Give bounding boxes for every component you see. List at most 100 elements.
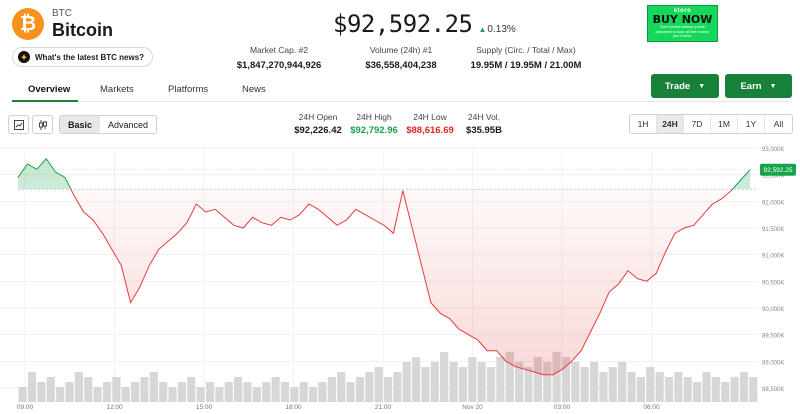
volume-bar: [252, 387, 261, 402]
volume-bar: [693, 382, 702, 402]
btc-news-label: What's the latest BTC news?: [35, 52, 145, 62]
y-tick-label: 92,000K: [762, 200, 784, 206]
etoro-ad-banner[interactable]: etoro BUY NOW Don't invest unless you're…: [647, 5, 718, 42]
range-7d[interactable]: 7D: [684, 115, 711, 133]
volume-bar: [683, 377, 692, 402]
y-tick-label: 90,000K: [762, 307, 784, 313]
ohlc-value: $88,616.69: [406, 125, 454, 136]
coin-header: ₿ BTC Bitcoin: [12, 6, 113, 42]
earn-button[interactable]: Earn ▼: [725, 74, 792, 98]
volume-bar: [131, 382, 140, 402]
volume-bar: [468, 357, 477, 402]
volume-bar: [599, 372, 608, 402]
volume-bar: [243, 382, 252, 402]
volume-bar: [440, 352, 449, 402]
range-1m[interactable]: 1M: [711, 115, 738, 133]
volume-bar: [196, 387, 205, 402]
x-tick-label: Nov 20: [462, 404, 483, 411]
volume-bar: [121, 387, 130, 402]
stat-market-cap: Market Cap. #2 $1,847,270,944,926: [232, 45, 326, 71]
volume-bar: [327, 377, 336, 402]
mode-advanced-button[interactable]: Advanced: [108, 119, 149, 130]
volume-bar: [159, 382, 168, 402]
stat-label: Market Cap. #2: [249, 45, 309, 55]
y-tick-label: 88,500K: [762, 387, 784, 393]
volume-bar: [355, 377, 364, 402]
x-tick-label: 12:00: [106, 404, 123, 411]
range-1h[interactable]: 1H: [630, 115, 657, 133]
tab-platforms[interactable]: Platforms: [168, 84, 209, 95]
volume-bar: [524, 367, 533, 402]
current-price-badge: [760, 163, 796, 176]
candlestick-icon: [38, 119, 47, 130]
mode-basic-button[interactable]: Basic: [60, 116, 101, 133]
ohlc-value: $92,226.42: [294, 125, 342, 136]
volume-bar: [18, 387, 27, 402]
ad-brand: etoro: [673, 8, 692, 14]
volume-bar: [308, 387, 318, 402]
volume-bar: [383, 377, 393, 402]
x-axis: 09:00 12:00 15:00 18:00 21:00 Nov 20 03:00 06:0…: [17, 404, 660, 411]
ohlc-label: 24H Open: [298, 112, 338, 122]
volume-bar: [346, 382, 355, 402]
y-tick-label: 91,500K: [762, 227, 784, 233]
tab-markets[interactable]: Markets: [100, 84, 134, 95]
range-24h[interactable]: 24H: [657, 115, 684, 133]
volume-bar: [46, 377, 55, 402]
volume-bar: [721, 382, 730, 402]
ohlc-label: 24H Low: [413, 112, 447, 122]
volume-bar: [430, 362, 439, 402]
volume-bar: [393, 372, 402, 402]
volume-bar: [299, 382, 308, 402]
range-all[interactable]: All: [773, 119, 784, 129]
volume-bar: [140, 377, 149, 402]
area-below-open: [18, 189, 750, 375]
x-tick-label: 03:00: [554, 404, 571, 411]
price-chart[interactable]: 93,000K 92,500K 92,000K 91,500K 91,000K 90,50…: [0, 140, 800, 414]
range-1y[interactable]: 1Y: [738, 115, 765, 133]
volume-bar: [505, 352, 514, 402]
trade-button[interactable]: Trade ▼: [651, 74, 719, 98]
price-area: [18, 158, 758, 375]
stat-value: $36,558,404,238: [365, 60, 437, 71]
ohlc-label: 24H High: [356, 112, 392, 122]
volume-bar: [84, 377, 93, 402]
volume-bar: [412, 357, 421, 402]
volume-bar: [655, 372, 664, 402]
ohlc-high: 24H High $92,792.96: [346, 112, 402, 136]
caret-down-icon: ▼: [698, 82, 706, 90]
volume-bar: [730, 377, 739, 402]
volume-bar: [205, 382, 215, 402]
volume-bar: [561, 357, 571, 402]
volume-bar: [552, 352, 561, 402]
volume-bar: [543, 362, 552, 402]
current-price-tag: 92,592.25: [18, 163, 796, 176]
volume-bar: [365, 372, 374, 402]
volume-bar: [608, 367, 617, 402]
price-line-down: [70, 189, 734, 376]
volume-bar: [458, 367, 468, 402]
volume-bar: [449, 362, 458, 402]
tab-overview[interactable]: Overview: [28, 84, 71, 95]
volume-bar: [702, 372, 711, 402]
volume-bar: [589, 362, 599, 402]
price-line: [17, 157, 751, 376]
line-chart-icon: [13, 119, 24, 130]
ad-disclaimer: Don't invest unless you're prepared to l…: [655, 24, 710, 38]
candlestick-toggle[interactable]: [32, 115, 53, 134]
volume-bar: [112, 377, 121, 402]
ad-cta: BUY NOW: [652, 13, 713, 26]
price-change-value: 0.13%: [487, 24, 516, 35]
y-tick-label: 90,500K: [762, 280, 784, 286]
volume-bar: [664, 377, 674, 402]
line-chart-toggle[interactable]: [8, 115, 29, 134]
volume-bar: [168, 387, 177, 402]
x-tick-label: 09:00: [17, 404, 34, 411]
stat-label: Volume (24h) #1: [369, 45, 433, 55]
volume-bar: [646, 367, 655, 402]
volume-bar: [374, 367, 383, 402]
y-tick-label: 93,000K: [762, 147, 784, 153]
ohlc-volume: 24H Vol. $35.95B: [458, 112, 510, 136]
btc-news-button[interactable]: ✦ What's the latest BTC news?: [12, 47, 154, 67]
tab-news[interactable]: News: [242, 84, 266, 95]
